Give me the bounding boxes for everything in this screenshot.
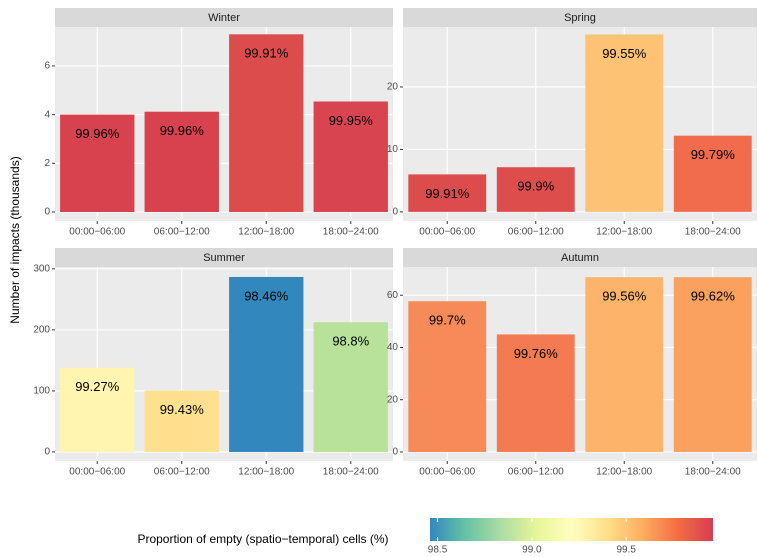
- panel-title: Autumn: [561, 252, 599, 264]
- y-tick-label: 40: [387, 342, 399, 353]
- x-tick-label: 00:00−06:00: [69, 467, 125, 478]
- colorbar-tick-label: 98.5: [428, 545, 448, 556]
- y-tick-label: 100: [33, 386, 50, 397]
- bar-label: 99.55%: [602, 46, 647, 61]
- y-tick-label: 0: [392, 207, 398, 218]
- y-tick-label: 4: [44, 109, 50, 120]
- bar-label: 99.56%: [602, 289, 647, 304]
- x-tick-label: 18:00−24:00: [323, 227, 379, 238]
- bar-label: 99.9%: [517, 179, 554, 194]
- bar: [585, 34, 664, 212]
- x-tick-label: 00:00−06:00: [69, 227, 125, 238]
- bar-label: 99.43%: [160, 402, 205, 417]
- bar: [60, 367, 135, 452]
- bar: [408, 174, 487, 212]
- bar: [229, 276, 304, 452]
- x-tick-label: 06:00−12:00: [154, 227, 210, 238]
- x-tick-label: 18:00−24:00: [685, 467, 741, 478]
- bar: [496, 334, 575, 452]
- bar-label: 99.7%: [429, 313, 466, 328]
- bar-label: 99.62%: [691, 289, 736, 304]
- bar-label: 98.8%: [332, 334, 369, 349]
- x-tick-label: 00:00−06:00: [419, 467, 475, 478]
- strip: [403, 8, 757, 27]
- y-tick-label: 0: [44, 447, 50, 458]
- bar: [313, 322, 388, 452]
- panel-title: Summer: [203, 252, 245, 264]
- bar: [673, 135, 752, 212]
- x-tick-label: 18:00−24:00: [685, 227, 741, 238]
- panel-title: Winter: [208, 12, 240, 24]
- bar-label: 99.91%: [425, 186, 470, 201]
- y-axis-label: Number of impacts (thousands): [8, 156, 22, 323]
- bar: [60, 114, 135, 212]
- x-tick-label: 00:00−06:00: [419, 227, 475, 238]
- x-tick-label: 12:00−18:00: [596, 227, 652, 238]
- y-tick-label: 20: [387, 82, 399, 93]
- bar-label: 99.76%: [514, 346, 559, 361]
- bar-label: 99.91%: [244, 46, 289, 61]
- x-tick-label: 06:00−12:00: [508, 467, 564, 478]
- bar: [313, 101, 388, 212]
- bar: [144, 111, 219, 212]
- strip: [403, 248, 757, 267]
- x-tick-label: 06:00−12:00: [508, 227, 564, 238]
- bar: [408, 301, 487, 452]
- y-tick-label: 0: [392, 447, 398, 458]
- colorbar-tick-label: 99.5: [616, 545, 636, 556]
- x-tick-label: 12:00−18:00: [238, 467, 294, 478]
- strip: [55, 248, 393, 267]
- bar-label: 99.79%: [691, 147, 736, 162]
- y-tick-label: 6: [44, 61, 50, 72]
- colorbar-tick-label: 99.0: [522, 545, 542, 556]
- x-tick-label: 12:00−18:00: [238, 227, 294, 238]
- bar-label: 99.96%: [160, 123, 205, 138]
- bar-label: 99.96%: [75, 126, 120, 141]
- y-tick-label: 2: [44, 158, 50, 169]
- bar: [673, 277, 752, 452]
- y-tick-label: 20: [387, 394, 399, 405]
- bar: [496, 167, 575, 212]
- bar-label: 99.27%: [75, 379, 120, 394]
- y-tick-label: 0: [44, 207, 50, 218]
- legend-title: Proportion of empty (spatio−temporal) ce…: [137, 532, 388, 546]
- x-tick-label: 18:00−24:00: [323, 467, 379, 478]
- x-tick-label: 12:00−18:00: [596, 467, 652, 478]
- bar: [585, 277, 664, 452]
- bar-label: 99.95%: [329, 113, 374, 128]
- strip: [55, 8, 393, 27]
- y-tick-label: 300: [33, 263, 50, 274]
- bar: [144, 390, 219, 452]
- x-tick-label: 06:00−12:00: [154, 467, 210, 478]
- bar: [229, 34, 304, 212]
- panel-title: Spring: [564, 12, 596, 24]
- colorbar: [430, 518, 713, 541]
- bar-label: 98.46%: [244, 288, 289, 303]
- y-tick-label: 10: [387, 144, 399, 155]
- y-tick-label: 60: [387, 290, 399, 301]
- y-tick-label: 200: [33, 325, 50, 336]
